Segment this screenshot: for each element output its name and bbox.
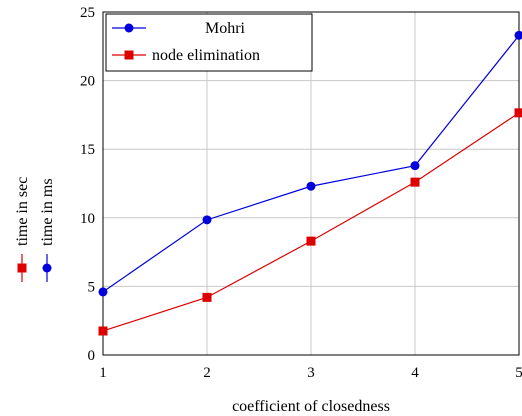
- y-tick-label: 15: [80, 142, 95, 158]
- x-tick-label: 5: [515, 365, 522, 381]
- y-axis-label: time in sec time in ms: [14, 177, 56, 282]
- x-tick-label: 3: [307, 365, 315, 381]
- x-tick-label: 2: [203, 365, 211, 381]
- data-point: [306, 181, 316, 191]
- y-tick-label: 20: [80, 74, 95, 90]
- data-point: [306, 236, 316, 246]
- y-tick-label: 10: [80, 211, 95, 227]
- x-tick-label: 1: [99, 365, 107, 381]
- data-point: [514, 108, 522, 118]
- y-tick-label: 5: [88, 279, 96, 295]
- data-point: [410, 177, 420, 187]
- y-label-entry: time in ms: [39, 178, 56, 282]
- legend-marker: [124, 23, 134, 33]
- y-label-text: time in sec: [14, 177, 31, 246]
- series-group: [98, 30, 522, 336]
- data-point: [202, 292, 212, 302]
- y-label-text: time in ms: [39, 178, 56, 246]
- data-point: [410, 161, 420, 171]
- y-label-marker: [42, 263, 52, 273]
- y-tick-label: 0: [88, 348, 96, 364]
- legend-box: [105, 13, 313, 72]
- legend-marker: [124, 50, 134, 60]
- x-axis-label: coefficient of closedness: [232, 398, 390, 415]
- y-label-entry: time in sec: [14, 177, 31, 282]
- data-point: [98, 326, 108, 336]
- data-point: [514, 30, 522, 40]
- legend: Mohri node elimination: [105, 13, 313, 72]
- y-label-marker: [17, 263, 27, 273]
- legend-label: Mohri: [205, 20, 246, 37]
- data-point: [202, 215, 212, 225]
- legend-label: node elimination: [152, 47, 260, 64]
- x-tick-label: 4: [411, 365, 419, 381]
- plot-frame: [102, 11, 520, 356]
- data-point: [98, 287, 108, 297]
- tick-labels: 1 2 3 4 5 0 5 10 15 20 25: [80, 5, 522, 381]
- y-tick-label: 25: [80, 5, 95, 21]
